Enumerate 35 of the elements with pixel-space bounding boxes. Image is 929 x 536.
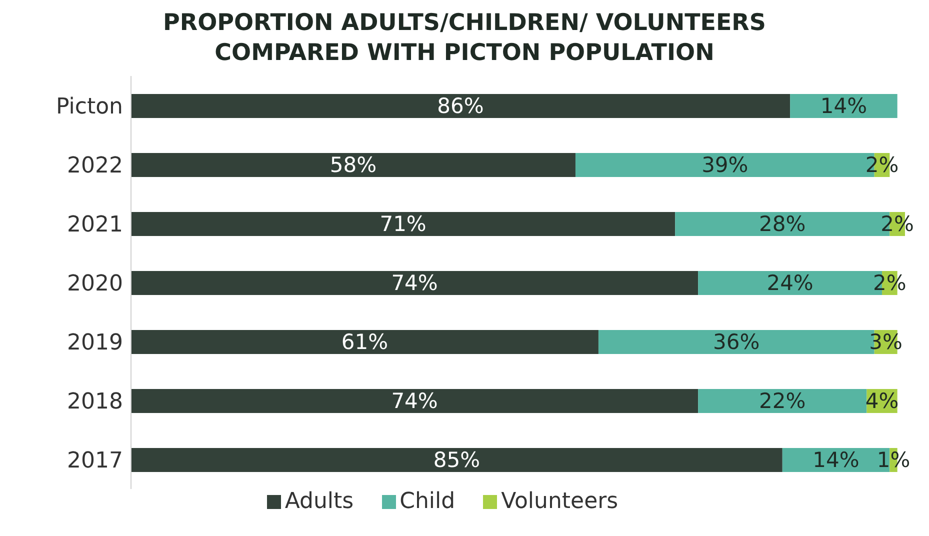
data-label: 74% [391,271,438,295]
y-tick-label: 2021 [67,212,123,238]
legend-label: Child [400,489,456,514]
data-label: 1% [876,448,910,472]
data-label: 74% [391,389,438,413]
y-tick-label: 2017 [67,448,123,474]
y-tick-label: 2022 [67,153,123,178]
bar [131,330,598,354]
y-tick-label: Picton [56,94,123,120]
bar [131,389,698,413]
y-tick-label: 2018 [67,389,123,414]
legend-label: Volunteers [501,489,618,514]
data-label: 39% [702,153,748,177]
bar [698,389,867,413]
chart-title: PROPORTION ADULTS/CHILDREN/ VOLUNTEERS COMPARED WITH PICTON POPULATION [162,9,767,68]
data-label: 85% [433,448,480,472]
bar [131,212,676,236]
data-label: 58% [330,153,377,177]
data-label: 22% [759,389,806,413]
data-label: 14% [820,94,868,118]
bar [131,271,698,295]
bar [131,94,790,118]
data-label: 24% [766,271,814,295]
data-label: 36% [713,330,760,354]
data-label: 14% [812,448,860,472]
data-label: 61% [341,330,388,354]
legend-label: Adults [284,489,354,514]
y-tick-label: 2019 [67,330,123,356]
data-label: 86% [437,94,484,118]
data-label: 28% [759,212,806,236]
bar [131,153,576,177]
data-label: 71% [380,212,426,236]
bar [131,448,782,472]
bar [790,94,898,118]
y-tick-label: 2020 [67,271,123,296]
